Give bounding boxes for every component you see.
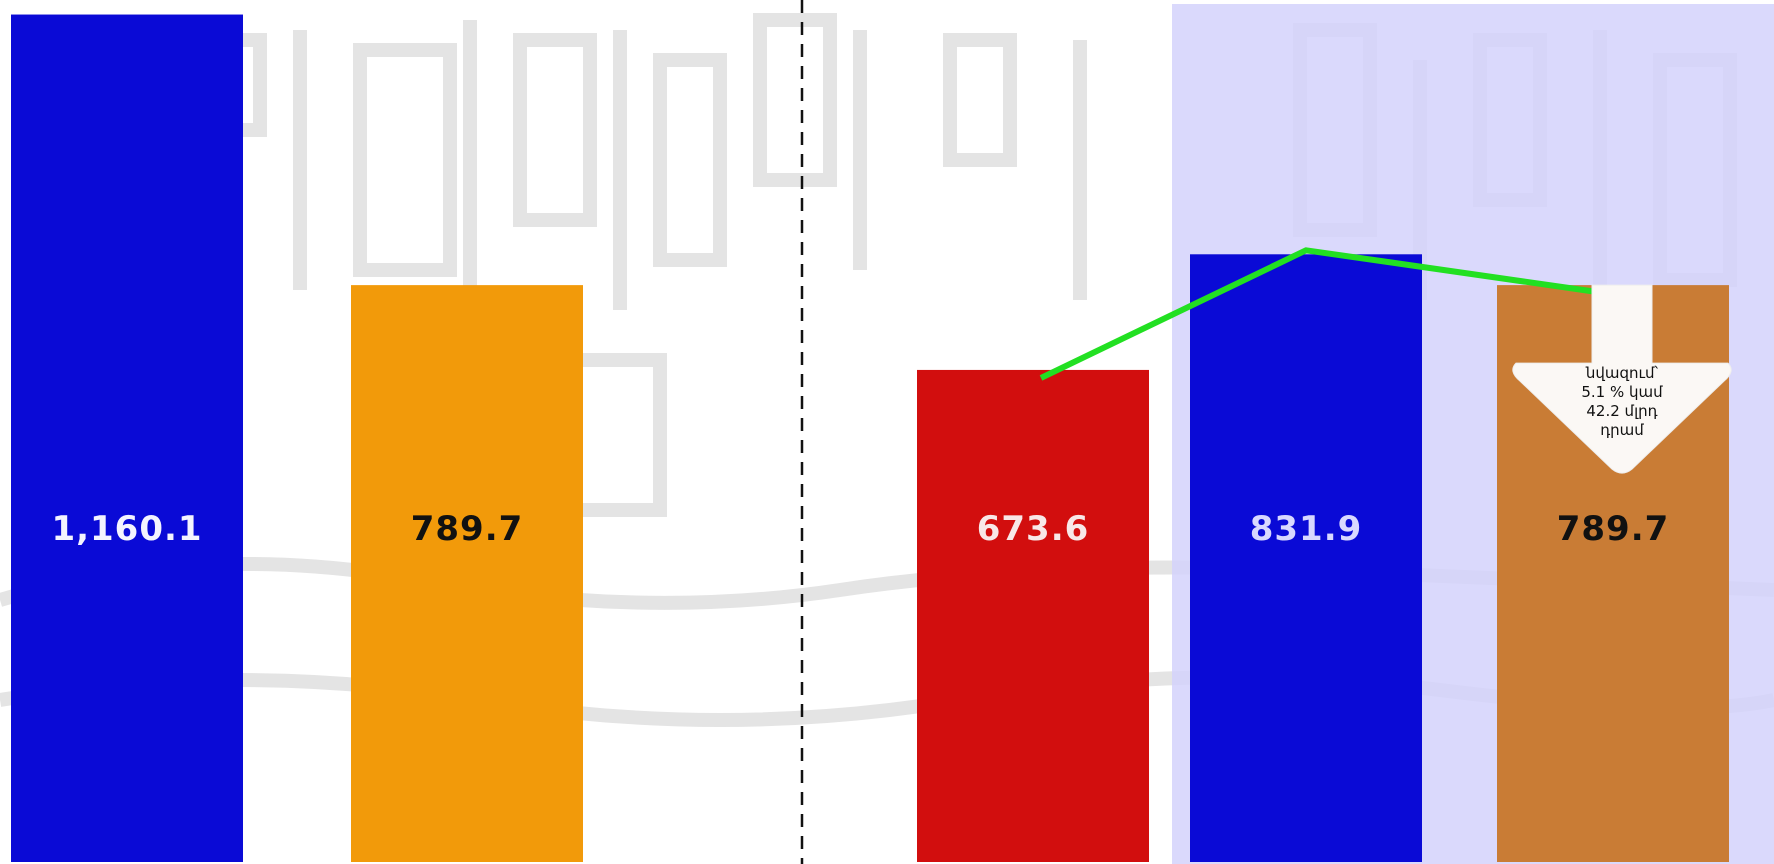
bar-2 <box>351 285 583 863</box>
callout-line-3: 42.2 մլրդ <box>1586 402 1657 420</box>
bar-value-label-3: 673.6 <box>977 509 1090 549</box>
trend-line <box>1039 247 1606 381</box>
callout-line-1: նվազում՝ <box>1585 364 1659 382</box>
callout-line-4: դրամ <box>1600 421 1644 439</box>
bar-4 <box>1190 254 1422 863</box>
bar-value-label-4: 831.9 <box>1250 509 1363 549</box>
bar-value-label-5: 789.7 <box>1557 509 1670 549</box>
bar-value-label-1: 1,160.1 <box>51 509 202 549</box>
callout-line-2: 5.1 % կամ <box>1581 383 1663 401</box>
bar-value-label-2: 789.7 <box>411 509 524 549</box>
bar-1 <box>11 14 243 863</box>
bar-3 <box>917 369 1149 862</box>
down-arrow-icon <box>1512 284 1732 474</box>
